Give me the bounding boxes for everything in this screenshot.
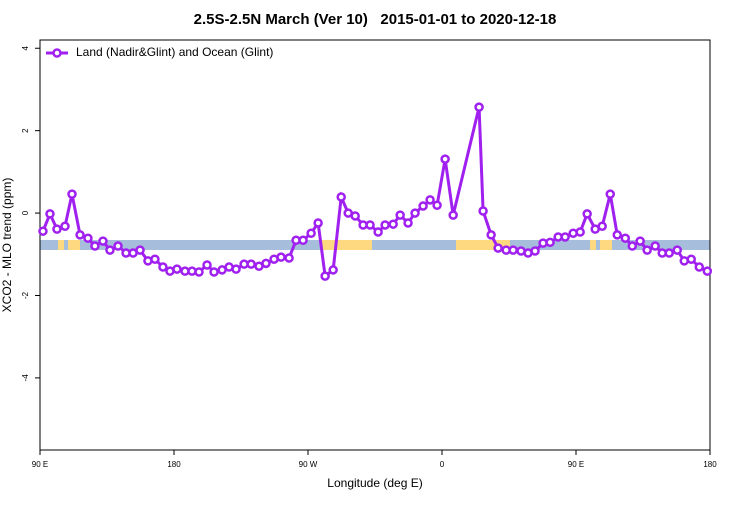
data-point	[246, 259, 256, 269]
y-tick-label: 4	[21, 45, 30, 50]
data-point	[486, 230, 496, 240]
data-point	[60, 221, 70, 232]
y-tick-label: -2	[21, 291, 30, 299]
x-tick-label: 0	[440, 460, 445, 469]
data-point	[298, 235, 308, 246]
data-point	[403, 218, 413, 228]
x-axis-label: Longitude (deg E)	[327, 476, 422, 490]
x-tick-label: 180	[703, 460, 717, 469]
data-point	[418, 201, 428, 211]
data-point	[694, 262, 705, 272]
data-point	[410, 208, 420, 218]
y-axis-label: XCO2 - MLO trend (ppm)	[0, 178, 14, 313]
data-point	[284, 253, 294, 263]
plot-frame	[39, 39, 711, 451]
data-point	[686, 254, 696, 264]
x-tick-label: 180	[167, 460, 181, 469]
data-point	[150, 254, 160, 264]
data-point	[702, 266, 713, 276]
data-point	[276, 252, 286, 262]
data-point	[620, 233, 631, 243]
legend-label: Land (Nadir&Glint) and Ocean (Glint)	[76, 45, 273, 59]
data-point	[350, 211, 360, 221]
data-point	[627, 241, 638, 251]
data-point	[474, 102, 484, 112]
land-ocean-strip	[40, 240, 710, 250]
data-point	[306, 228, 316, 239]
x-tick-label: 90 E	[568, 460, 584, 469]
data-point	[605, 189, 615, 199]
data-point	[650, 241, 660, 251]
data-point	[313, 218, 323, 228]
data-point	[38, 226, 48, 236]
x-tick-label: 90 W	[299, 460, 318, 469]
data-point	[172, 264, 182, 274]
data-point	[135, 245, 145, 255]
data-point	[67, 189, 77, 199]
data-point	[105, 245, 115, 255]
y-tick-label: 2	[21, 128, 30, 133]
data-point	[388, 219, 398, 229]
data-point	[194, 267, 204, 277]
data-point	[448, 210, 458, 220]
data-point	[328, 265, 338, 275]
data-point	[365, 220, 375, 230]
data-point	[642, 245, 652, 255]
data-point	[432, 200, 442, 210]
data-point	[98, 236, 108, 246]
data-point	[664, 248, 674, 258]
data-point	[373, 227, 383, 237]
data-point	[545, 237, 555, 248]
data-point	[575, 227, 585, 237]
data-point	[672, 245, 682, 255]
x-tick-label: 90 E	[32, 460, 48, 469]
data-point	[425, 195, 435, 205]
data-point	[90, 241, 100, 251]
data-point	[612, 230, 622, 240]
data-point	[320, 271, 330, 281]
data-point	[52, 224, 62, 234]
chart-title: 2.5S-2.5N March (Ver 10) 2015-01-01 to 2…	[194, 11, 557, 28]
data-point	[493, 243, 503, 253]
data-point	[45, 209, 55, 219]
data-point	[635, 236, 645, 246]
y-tick-label: 0	[21, 210, 30, 215]
data-point	[83, 233, 93, 243]
data-point	[113, 241, 123, 251]
data-point	[202, 260, 212, 270]
data-point	[380, 220, 390, 230]
data-point	[261, 258, 271, 269]
data-point	[597, 221, 607, 232]
data-point	[560, 232, 570, 242]
data-point	[231, 264, 241, 274]
data-point	[75, 230, 85, 240]
data-point	[478, 206, 488, 216]
legend-marker	[52, 48, 62, 58]
data-point	[508, 245, 518, 255]
data-point	[440, 154, 450, 164]
data-point	[395, 210, 405, 220]
data-point	[582, 209, 592, 219]
data-point	[336, 192, 346, 202]
y-tick-label: -4	[21, 374, 30, 382]
data-point	[158, 262, 168, 272]
data-point	[530, 246, 540, 256]
data-point	[209, 267, 219, 277]
